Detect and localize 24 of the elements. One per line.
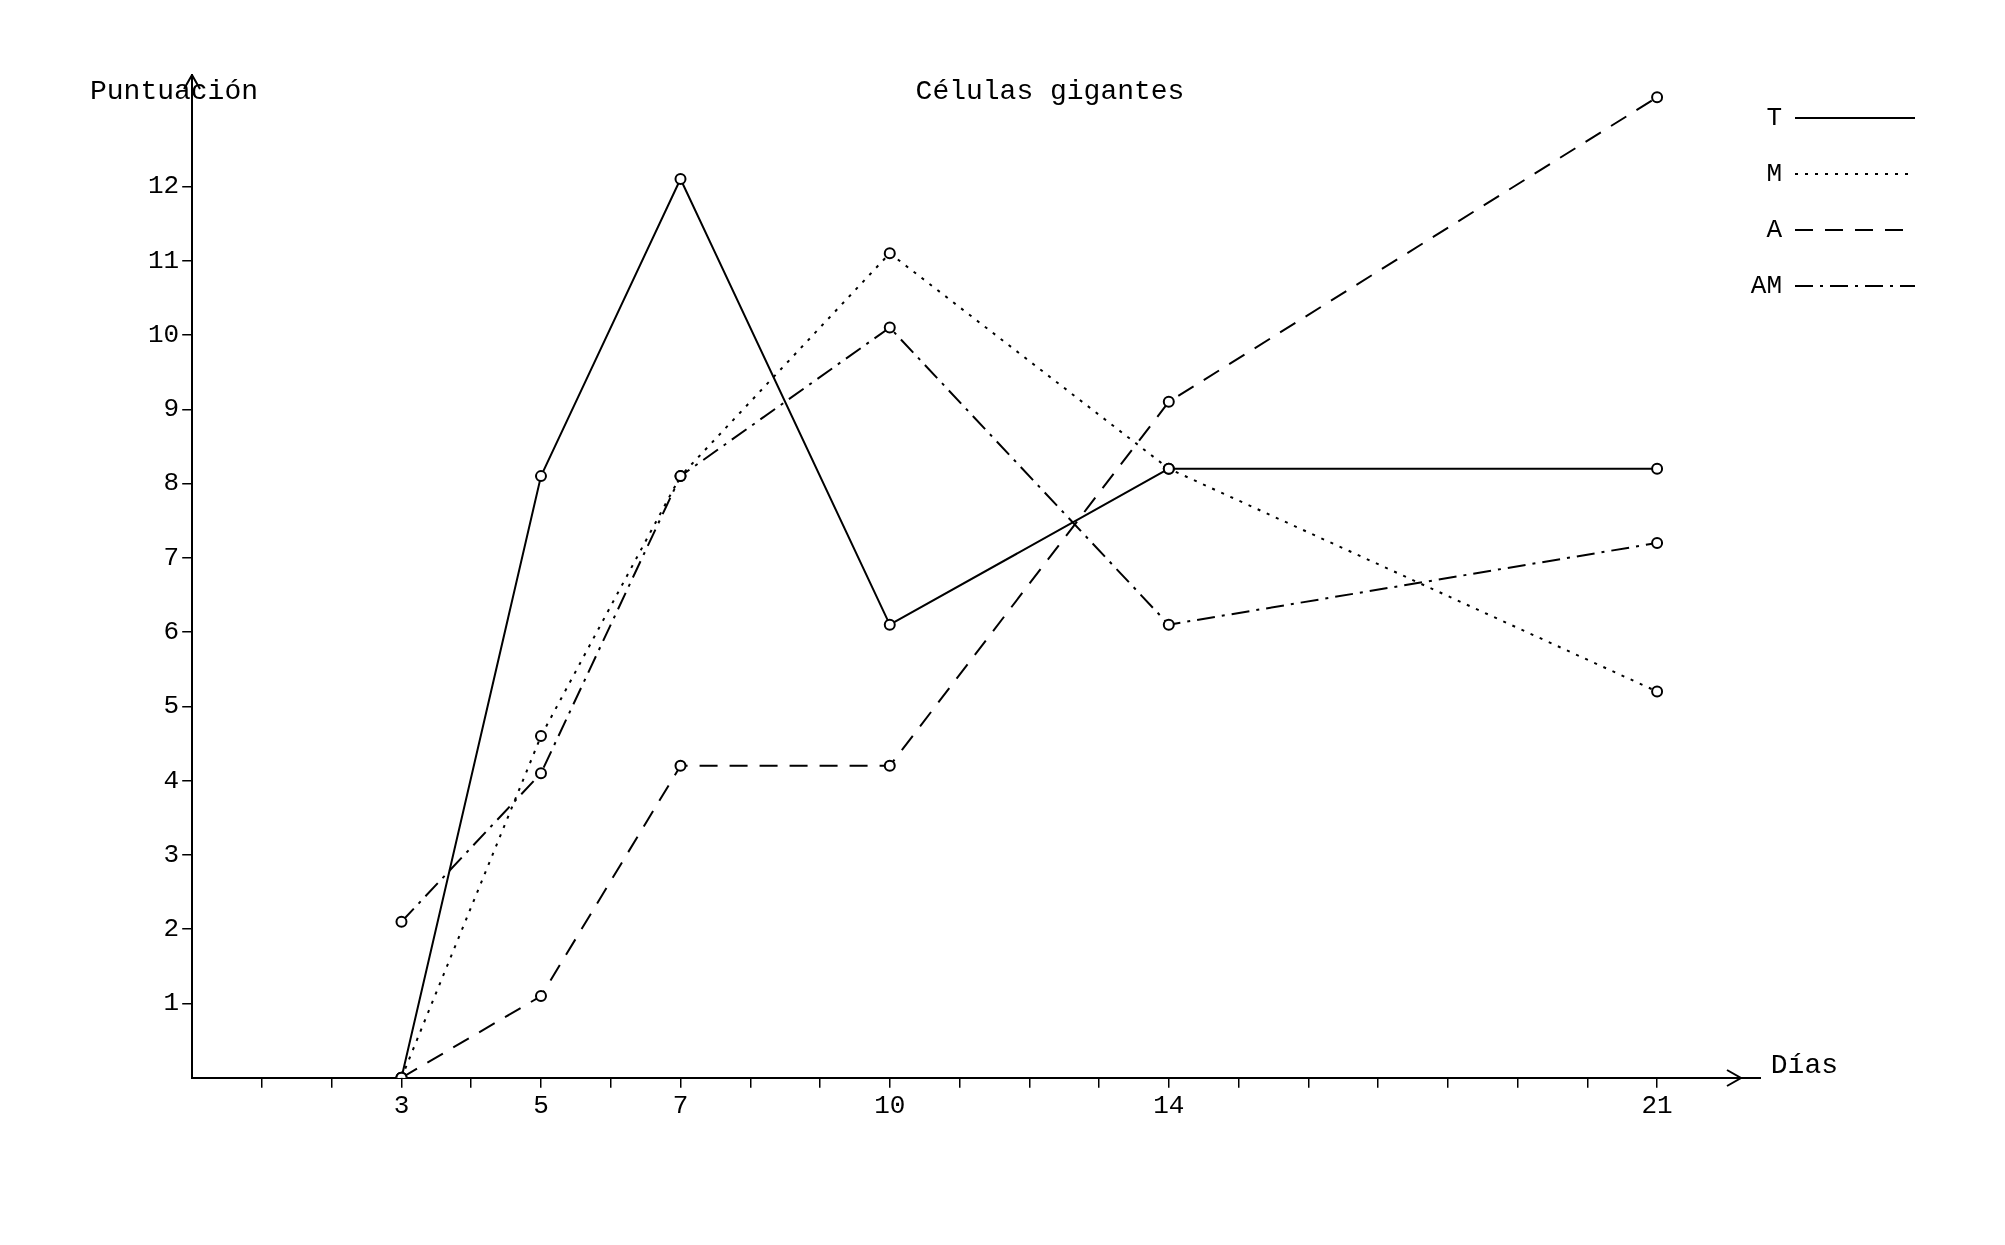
y-tick-label: 4 [163,765,180,796]
legend-label: M [1766,158,1782,189]
chart-title: Células gigantes [915,76,1185,108]
y-tick-label: 3 [163,839,180,870]
x-tick-label: 3 [393,1091,410,1122]
y-tick-label: 12 [147,171,180,202]
legend-label: AM [1750,270,1782,301]
x-tick-label: 10 [874,1091,906,1122]
y-tick-label: 8 [163,468,180,499]
x-tick-label: 5 [533,1091,549,1122]
y-tick-label: 6 [163,617,180,647]
x-tick-label: 7 [672,1091,689,1122]
y-tick-label: 9 [163,394,180,425]
y-tick-label: 10 [147,319,180,350]
y-tick-label: 5 [163,691,180,722]
legend-label: A [1766,214,1783,245]
y-tick-label: 11 [147,245,180,276]
legend-label: T [1766,102,1782,133]
y-tick-label: 7 [163,542,180,573]
x-tick-label: 21 [1641,1091,1673,1122]
x-axis-title: Días [1770,1050,1839,1082]
y-tick-label: 2 [163,914,180,945]
y-tick-label: 1 [163,988,180,1019]
x-tick-label: 14 [1153,1091,1185,1122]
